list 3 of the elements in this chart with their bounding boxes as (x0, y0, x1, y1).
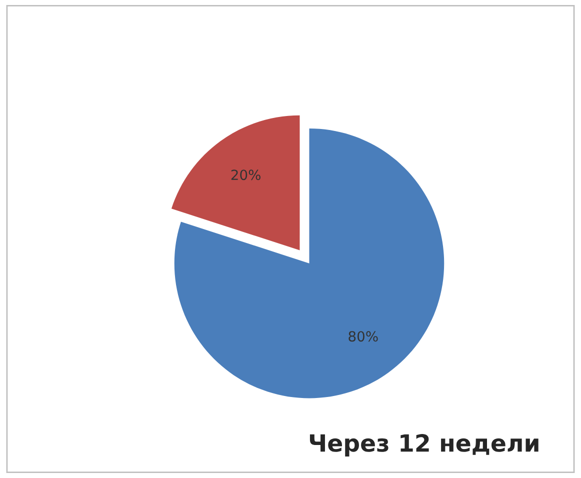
text: Через 12 недели (310, 434, 538, 456)
data-label: 20% (231, 170, 260, 180)
data-label: 80% (348, 331, 378, 342)
